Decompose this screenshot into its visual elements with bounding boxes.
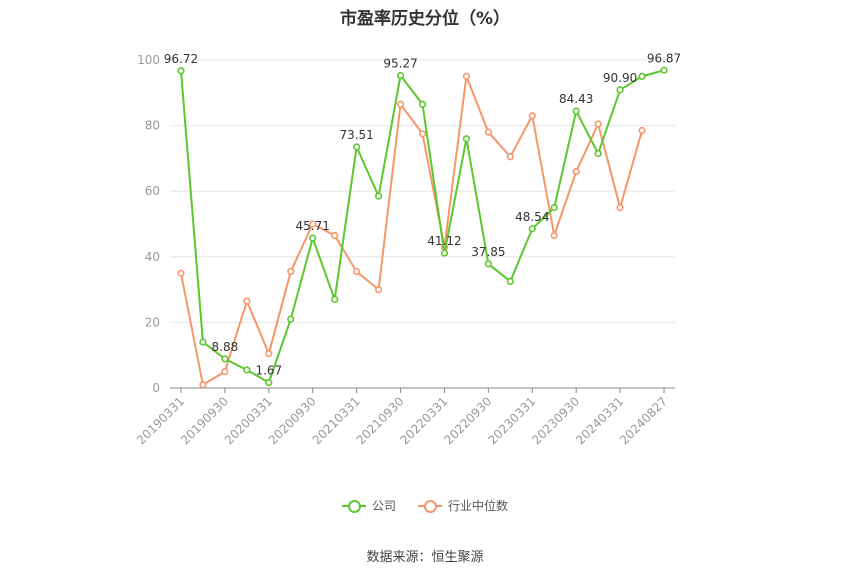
data-label: 41.12 [427,234,461,248]
data-point-company [309,234,317,242]
legend-company-label: 公司 [371,499,396,513]
data-point-company [572,107,580,115]
data-point-company [396,71,405,80]
data-point-industry-median [462,72,471,80]
data-point-industry-median [287,267,295,276]
data-label: 73.51 [339,128,373,142]
data-point-industry-median [638,126,646,135]
data-point-industry-median [484,128,492,136]
data-label: 96.72 [164,52,198,66]
data-point-company [638,72,646,80]
data-label: 96.87 [647,51,681,65]
data-point-industry-median [353,267,361,276]
data-point-company [221,355,229,363]
data-label: 48.54 [515,210,549,224]
data-point-industry-median [418,130,427,138]
data-point-company [660,66,668,74]
legend-item-company[interactable]: 公司 [341,497,396,514]
y-tick-label: 60 [145,184,160,198]
data-point-industry-median [396,100,405,108]
series-line-industry-median [179,75,644,386]
data-point-company [440,249,449,257]
y-tick-label: 80 [145,119,160,133]
data-point-company [550,204,558,212]
data-label: 90.90 [603,71,637,85]
data-point-company [374,192,383,200]
data-point-company [331,295,339,304]
data-source: 数据来源：恒生聚源 [366,550,484,565]
legend-industry-label: 行业中位数 [448,499,509,513]
data-point-company [177,67,185,75]
data-point-industry-median [594,120,602,128]
data-point-industry-median [265,349,273,358]
data-point-company [199,338,207,346]
data-label: 84.43 [559,92,593,106]
data-point-industry-median [572,167,580,176]
data-point-industry-median [550,231,558,240]
data-label: 45.71 [296,219,330,233]
data-point-industry-median [243,297,251,305]
chart-legend: 公司 行业中位数 [0,497,850,514]
series-line-company [179,69,665,384]
y-tick-label: 40 [145,250,160,264]
data-label: 8.88 [212,340,239,354]
data-point-company [353,143,361,151]
data-point-company [616,86,624,94]
data-point-company [287,315,295,323]
y-tick-label: 20 [145,315,160,329]
y-tick-label: 100 [137,53,160,67]
data-label: 1.67 [255,364,282,378]
data-point-company [594,149,602,158]
chart-title: 市盈率历史分位（%） [339,9,511,29]
data-point-company [418,100,427,108]
x-tick-label: 20240827 [617,394,670,447]
data-label: 37.85 [471,245,505,259]
legend-item-industry-median[interactable]: 行业中位数 [418,497,508,514]
data-point-industry-median [374,286,383,294]
y-tick-label: 0 [152,381,160,395]
data-point-company [243,366,251,374]
data-point-industry-median [199,381,207,389]
data-point-company [484,260,492,268]
data-point-company [506,277,514,286]
data-point-industry-median [177,269,185,277]
legend-company-marker-icon [341,499,366,513]
data-point-company [265,378,273,387]
data-label: 95.27 [383,57,417,71]
legend-industry-marker-icon [418,499,442,513]
data-point-industry-median [309,220,317,228]
data-point-company [462,135,471,143]
data-point-industry-median [221,368,229,376]
data-point-industry-median [528,112,536,120]
data-point-industry-median [616,204,624,212]
data-point-industry-median [331,231,339,240]
data-point-industry-median [506,153,514,161]
data-point-company [528,225,536,233]
